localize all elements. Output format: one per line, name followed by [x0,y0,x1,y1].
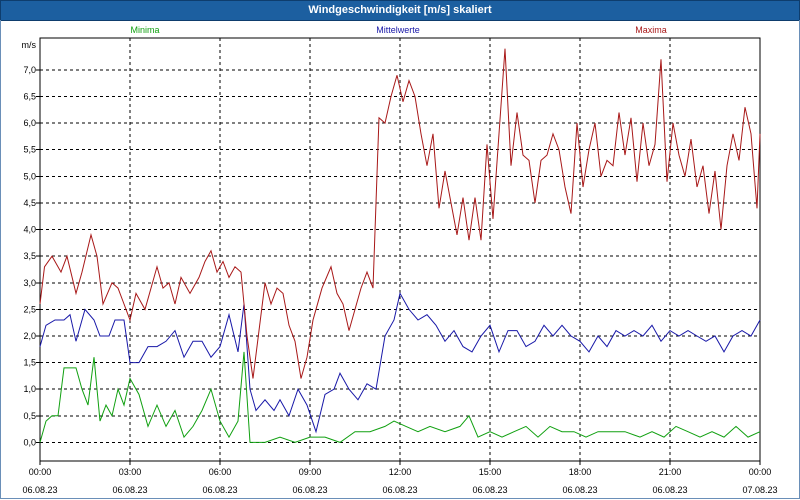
y-tick-label: 3,5 [23,251,36,261]
x-tick-date: 06.08.23 [202,485,237,495]
y-tick-label: 6,5 [23,92,36,102]
series-mittelwerte [39,292,761,434]
y-tick-label: 3,0 [23,278,36,288]
x-tick-date: 06.08.23 [292,485,327,495]
y-tick-label: 2,0 [23,331,36,341]
x-tick-date: 06.08.23 [562,485,597,495]
y-tick-label: 0,0 [23,437,36,447]
x-tick-date: 07.08.23 [742,485,777,495]
legend-mittelwerte: Mittelwerte [376,25,420,35]
y-tick-label: 5,0 [23,171,36,181]
x-tick-time: 09:00 [299,467,322,477]
x-tick-time: 00:00 [29,467,52,477]
y-tick-label: 0,5 [23,411,36,421]
plot-area [39,37,761,462]
x-tick-date: 06.08.23 [652,485,687,495]
x-tick-time: 21:00 [659,467,682,477]
x-tick-time: 18:00 [569,467,592,477]
x-tick-date: 06.08.23 [22,485,57,495]
series-minima [39,351,761,443]
x-tick-time: 00:00 [749,467,772,477]
y-axis-label: m/s [22,40,37,50]
legend-maxima: Maxima [635,25,667,35]
x-tick-date: 06.08.23 [112,485,147,495]
x-tick-time: 03:00 [119,467,142,477]
x-tick-time: 06:00 [209,467,232,477]
y-tick-label: 7,0 [23,65,36,75]
window-title: Windgeschwindigkeit [m/s] skaliert [0,0,800,21]
y-tick-label: 1,0 [23,384,36,394]
x-tick-date: 06.08.23 [382,485,417,495]
y-tick-label: 6,0 [23,118,36,128]
y-tick-label: 5,5 [23,145,36,155]
y-tick-label: 1,5 [23,358,36,368]
y-tick-label: 2,5 [23,304,36,314]
x-tick-time: 12:00 [389,467,412,477]
legend-minima: Minima [130,25,159,35]
y-tick-label: 4,5 [23,198,36,208]
series-maxima [39,48,761,379]
x-tick-date: 06.08.23 [472,485,507,495]
x-tick-time: 15:00 [479,467,502,477]
y-tick-label: 4,0 [23,225,36,235]
